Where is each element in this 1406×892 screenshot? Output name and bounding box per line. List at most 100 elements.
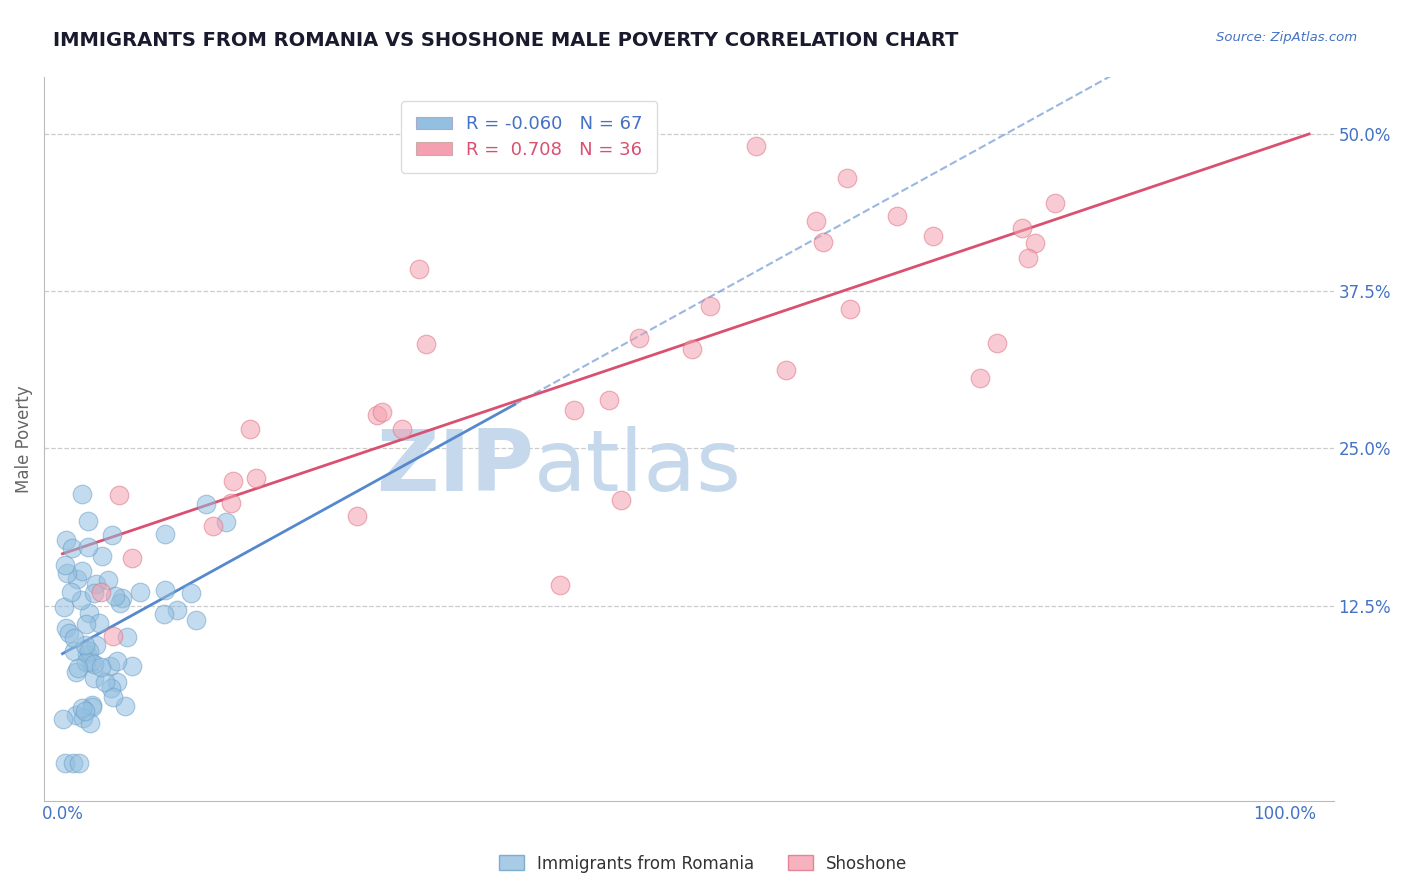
Point — [79, 606, 101, 620]
Point — [63, 631, 86, 645]
Point — [155, 582, 177, 597]
Point — [1024, 235, 1046, 250]
Point — [152, 607, 174, 621]
Y-axis label: Male Poverty: Male Poverty — [15, 385, 32, 493]
Legend: Immigrants from Romania, Shoshone: Immigrants from Romania, Shoshone — [492, 848, 914, 880]
Point — [180, 586, 202, 600]
Point — [70, 593, 93, 607]
Point — [346, 509, 368, 524]
Point — [221, 495, 243, 509]
Point — [51, 712, 73, 726]
Point — [100, 681, 122, 695]
Point — [80, 655, 103, 669]
Point — [84, 638, 107, 652]
Point — [66, 572, 89, 586]
Point — [371, 405, 394, 419]
Point — [115, 630, 138, 644]
Point — [67, 756, 90, 770]
Point — [598, 393, 620, 408]
Point — [121, 550, 143, 565]
Point — [77, 644, 100, 658]
Text: IMMIGRANTS FROM ROMANIA VS SHOSHONE MALE POVERTY CORRELATION CHART: IMMIGRANTS FROM ROMANIA VS SHOSHONE MALE… — [53, 31, 959, 50]
Point — [90, 585, 112, 599]
Point — [921, 228, 943, 243]
Point — [75, 704, 97, 718]
Point — [80, 700, 103, 714]
Point — [83, 671, 105, 685]
Point — [62, 644, 84, 658]
Point — [59, 585, 82, 599]
Point — [114, 699, 136, 714]
Point — [366, 408, 388, 422]
Point — [70, 700, 93, 714]
Point — [103, 628, 125, 642]
Point — [58, 626, 80, 640]
Legend: R = -0.060   N = 67, R =  0.708   N = 36: R = -0.060 N = 67, R = 0.708 N = 36 — [401, 101, 657, 173]
Point — [1017, 251, 1039, 265]
Point — [986, 335, 1008, 350]
Point — [77, 514, 100, 528]
Point — [969, 371, 991, 385]
Point — [153, 526, 176, 541]
Point — [52, 600, 75, 615]
Point — [53, 756, 76, 770]
Point — [184, 613, 207, 627]
Text: Source: ZipAtlas.com: Source: ZipAtlas.com — [1216, 31, 1357, 45]
Point — [562, 402, 585, 417]
Point — [121, 658, 143, 673]
Point — [548, 578, 571, 592]
Point — [75, 638, 97, 652]
Point — [201, 519, 224, 533]
Point — [83, 657, 105, 671]
Point — [239, 421, 262, 435]
Point — [75, 617, 97, 632]
Point — [62, 756, 84, 770]
Point — [90, 549, 112, 563]
Point — [77, 540, 100, 554]
Point — [70, 564, 93, 578]
Point — [83, 586, 105, 600]
Point — [129, 585, 152, 599]
Point — [86, 576, 108, 591]
Point — [1011, 221, 1033, 235]
Point — [82, 698, 104, 712]
Point — [65, 665, 87, 679]
Point — [94, 674, 117, 689]
Point — [100, 527, 122, 541]
Point — [886, 209, 908, 223]
Point — [245, 471, 267, 485]
Point — [105, 654, 128, 668]
Point — [391, 422, 413, 436]
Point — [98, 659, 121, 673]
Point — [97, 573, 120, 587]
Point — [90, 660, 112, 674]
Point — [775, 363, 797, 377]
Point — [839, 301, 862, 316]
Point — [55, 621, 77, 635]
Text: atlas: atlas — [534, 426, 742, 509]
Text: ZIP: ZIP — [377, 426, 534, 509]
Point — [107, 674, 129, 689]
Point — [1045, 195, 1067, 210]
Point — [110, 596, 132, 610]
Point — [408, 262, 430, 277]
Point — [699, 299, 721, 313]
Point — [55, 566, 77, 580]
Point — [194, 497, 217, 511]
Point — [215, 516, 238, 530]
Point — [103, 690, 125, 704]
Point — [67, 661, 90, 675]
Point — [811, 235, 834, 249]
Point — [744, 139, 766, 153]
Point — [53, 558, 76, 572]
Point — [222, 474, 245, 488]
Point — [72, 486, 94, 500]
Point — [76, 647, 98, 661]
Point — [87, 616, 110, 631]
Point — [627, 331, 650, 345]
Point — [108, 488, 131, 502]
Point — [75, 655, 97, 669]
Point — [60, 541, 83, 556]
Point — [610, 492, 633, 507]
Point — [415, 336, 437, 351]
